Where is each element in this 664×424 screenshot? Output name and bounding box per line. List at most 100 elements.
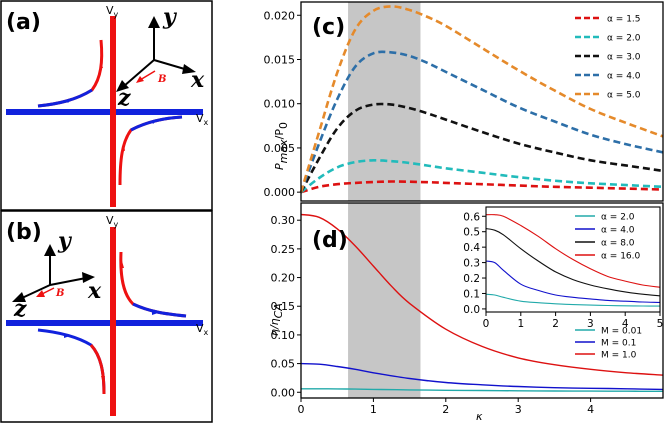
arrow-icon (122, 144, 125, 151)
series-line-5 (299, 5, 664, 193)
series-line-1 (485, 293, 661, 307)
chart-c: 0.000 0.005 0.010 0.015 0.020 (c) Pmax/P0 α … (264, 1, 664, 202)
y-tick-label: 0.1 (463, 288, 480, 300)
chart-c-ylabel: Pmax/P0 (273, 122, 290, 170)
x-tick-label: 2 (552, 318, 559, 330)
arrow-icon (66, 98, 72, 103)
chart-d-ylabel: η/ηCA (268, 303, 285, 336)
triad-a: y x z B (116, 4, 205, 111)
vy-label: Vy (106, 214, 119, 229)
shaded-region (348, 203, 421, 398)
y-tick-label: 0.25 (271, 243, 296, 256)
panel-a-label: (a) (6, 10, 41, 35)
series-line-3 (299, 102, 664, 193)
y-tick-label: 0.30 (271, 214, 296, 227)
chart-d-inset: 0.0 0.1 0.2 0.3 0.4 0.5 0.6 0 1 2 3 4 5 α = 2.0 α = 4… (463, 206, 664, 330)
y-tick-label: 0.005 (264, 142, 296, 155)
y-tick-label: 0.5 (463, 227, 480, 239)
arrow-up-icon (44, 244, 56, 256)
chart-d-label: (d) (312, 228, 348, 253)
vx-label: Vx (196, 112, 209, 127)
arrow-up-icon (148, 16, 160, 28)
chart-c-frame (300, 1, 664, 202)
y-tick-label: 0.00 (271, 386, 296, 399)
triad-b: y x z B (12, 228, 102, 322)
x-tick-label: 5 (657, 318, 664, 330)
y-tick-label: 0.4 (463, 242, 480, 254)
arrow-icon (120, 261, 124, 268)
legend-label: α = 3.0 (607, 53, 641, 63)
triad-z-label: z (117, 85, 131, 111)
x-tick-label: 0 (298, 403, 305, 416)
x-tick-label: 1 (517, 318, 524, 330)
arrow-right-icon (182, 64, 196, 74)
inset-frame (485, 206, 661, 313)
y-tick-label: 0.010 (264, 98, 296, 111)
arrow-icon (64, 334, 70, 338)
legend-label: α = 5.0 (607, 91, 641, 101)
panel-b-label: (b) (6, 220, 42, 245)
arrow-b-icon (136, 76, 144, 83)
panel-b-frame (0, 210, 213, 423)
series-line-3 (300, 213, 664, 376)
x-tick-label: 0 (483, 318, 490, 330)
triad-y-label: y (162, 4, 178, 30)
legend-label: M = 0.01 (601, 327, 642, 337)
chart-d: 0.000.050.100.150.200.250.300 1 2 3 4 (d) η/… (268, 202, 664, 423)
chart-c-label: (c) (312, 15, 345, 40)
triad-b-label: B (157, 74, 166, 85)
legend-label: α = 1.5 (607, 15, 641, 25)
vx-label: Vx (196, 322, 209, 337)
y-tick-label: 0.3 (463, 258, 480, 270)
x-tick-label: 4 (622, 318, 629, 330)
x-tick-label: 1 (370, 403, 377, 416)
y-tick-label: 0.6 (463, 211, 480, 223)
y-tick-label: 0.020 (264, 9, 296, 22)
legend-label: α = 4.0 (607, 72, 641, 82)
legend-label: α = 8.0 (601, 239, 635, 249)
legend-label: α = 2.0 (601, 213, 635, 223)
legend-label: α = 2.0 (607, 34, 641, 44)
y-tick-label: 0.10 (271, 329, 296, 342)
y-tick-label: 0.015 (264, 53, 296, 66)
chart-d-legend: M = 0.01 M = 0.1 M = 1.0 (575, 327, 642, 361)
x-tick-label: 3 (515, 403, 522, 416)
triad-b-label: B (55, 288, 64, 299)
legend-label: α = 16.0 (601, 252, 641, 262)
arrow-icon (152, 311, 158, 315)
branch-lower-right-blue (130, 115, 183, 132)
y-tick-label: 0.000 (264, 186, 296, 199)
series-line-1 (300, 180, 664, 194)
legend-label: M = 1.0 (601, 351, 637, 361)
arrow-icon (101, 376, 105, 382)
vy-label: Vy (106, 4, 119, 19)
series-line-3 (485, 228, 661, 297)
branch-upper-right-blue (132, 302, 187, 318)
triad-z-label: z (13, 296, 27, 322)
arrow-b-icon (36, 290, 45, 297)
series-line-1 (300, 388, 664, 392)
branch-lower-left (37, 328, 106, 395)
x-tick-label: 4 (587, 403, 594, 416)
y-tick-label: 0.2 (463, 273, 480, 285)
x-tick-label: 2 (442, 403, 449, 416)
branch-upper-left-blue (37, 88, 93, 108)
y-tick-label: 0.20 (271, 272, 296, 285)
y-tick-label: 0.15 (271, 300, 296, 313)
panel-a: (a) Vy Vx y x z B (0, 0, 213, 211)
panel-a-frame (0, 0, 213, 211)
y-tick-label: 0.05 (271, 358, 296, 371)
branch-upper-right (119, 251, 187, 318)
arrow-icon (152, 119, 158, 124)
panel-b: (b) Vy Vx y x z B (0, 210, 213, 423)
x-tick-label: 3 (587, 318, 594, 330)
arrow-down-left-icon (116, 80, 129, 92)
series-line-2 (485, 260, 661, 303)
chart-d-frame (300, 202, 664, 399)
shaded-region (348, 2, 421, 201)
series-line-4 (485, 214, 661, 288)
chart-c-legend: α = 1.5 α = 2.0 α = 3.0 α = 4.0 α = 5.0 (575, 15, 641, 101)
arrow-down-left-icon (12, 292, 26, 302)
triad-x-label: x (190, 67, 205, 93)
